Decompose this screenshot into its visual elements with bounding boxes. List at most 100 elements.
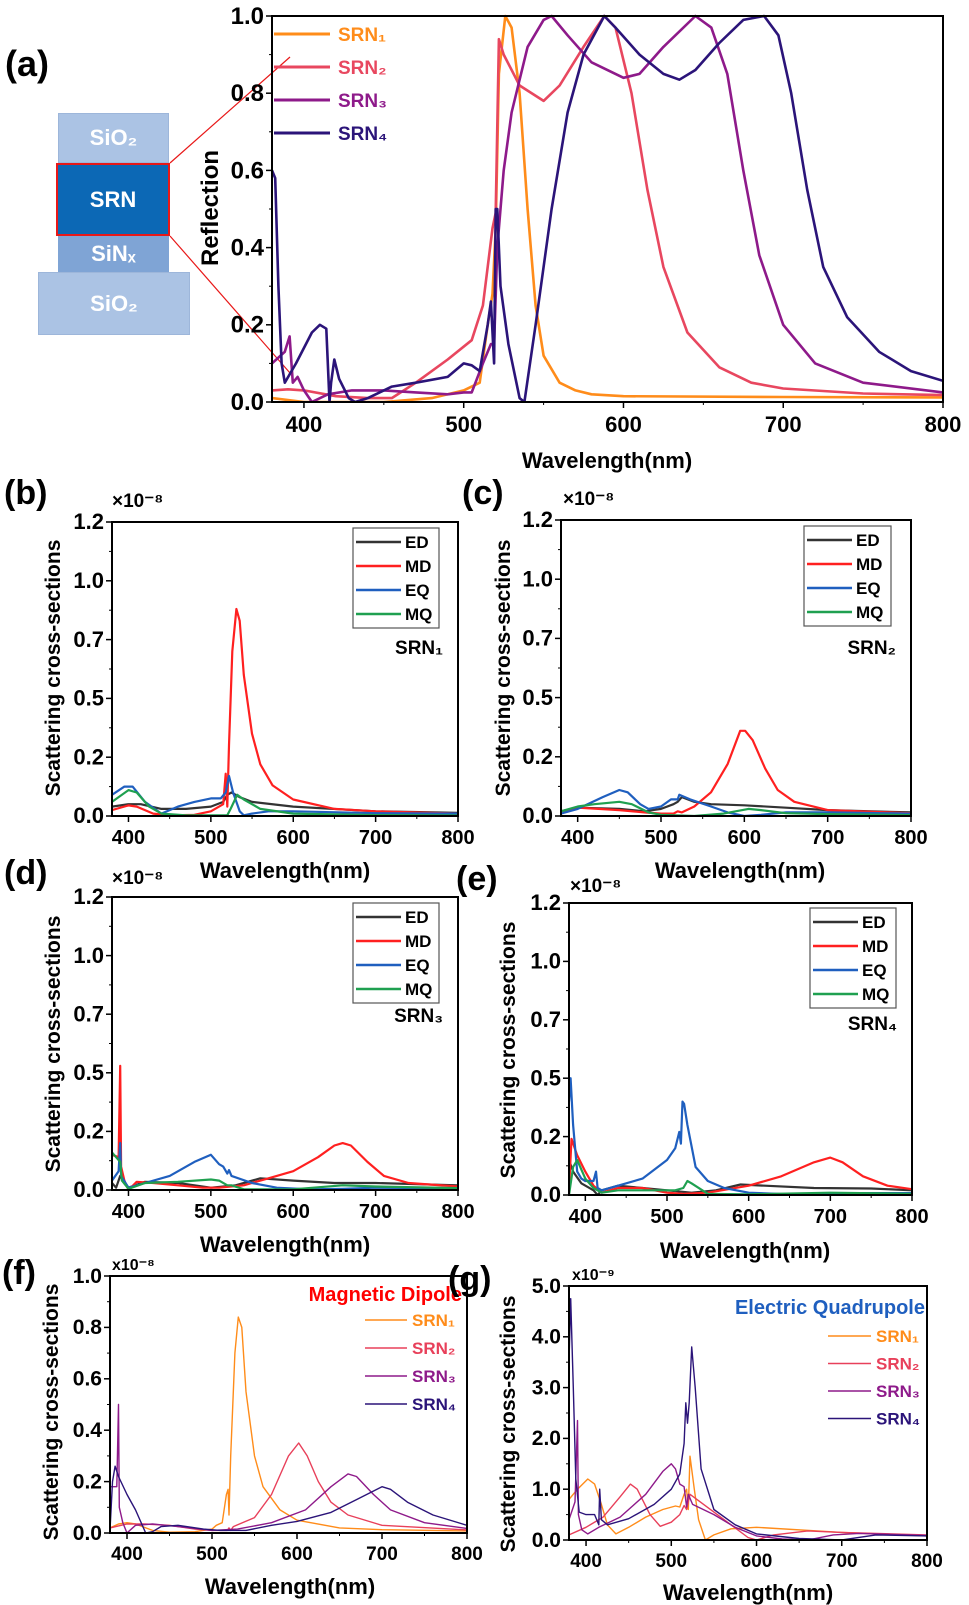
x-tick-label: 800 [441,827,474,849]
legend-label: MQ [405,605,432,624]
chart-title: Electric Quadrupole [735,1297,925,1319]
x-tick-label: 700 [359,827,392,849]
legend-label: SRN₁ [412,1311,455,1330]
y-tick-label: 1.0 [231,3,264,30]
panel-label: (b) [4,474,47,512]
x-axis-title: Wavelength(nm) [200,858,370,883]
y-axis-title: Reflection [197,150,224,266]
y-axis-title: Scattering cross-sections [492,540,515,797]
legend-label: ED [862,913,886,932]
y-tick-label: 0.7 [73,627,104,652]
y-tick-label: 1.0 [73,943,104,968]
y-tick-label: 1.2 [73,884,104,909]
y-tick-label: 0.7 [530,1007,561,1032]
y-tick-label: 0.8 [73,1316,103,1339]
y-tick-label: 0.2 [530,1124,561,1149]
series-line-2 [569,1483,927,1540]
legend-label: SRN₂ [338,58,387,79]
y-tick-label: 0.7 [522,626,553,651]
legend-label: EQ [405,581,430,600]
y-tick-label: 0.6 [73,1368,102,1391]
y-tick-label: 0.4 [73,1419,103,1442]
series-group [561,729,911,816]
y-tick-label: 0.0 [532,1529,561,1552]
x-tick-label: 500 [650,1206,683,1228]
series-line-2 [561,729,911,815]
sample-annotation: SRN₂ [847,638,896,659]
series-line-3 [561,788,911,816]
legend: ED MD EQ MQ [803,525,892,627]
legend-box [352,902,440,1004]
axis-multiplier: ×10⁻⁸ [570,876,621,897]
legend-label: EQ [862,961,887,980]
x-tick-label: 400 [569,1206,602,1228]
sample-annotation: SRN₄ [848,1014,897,1035]
series-line-1 [112,791,458,814]
legend-label: ED [856,531,880,550]
axis-multiplier: ×10⁻⁸ [112,491,163,512]
legend-label: SRN₄ [338,124,387,145]
y-tick-label: 0.0 [73,1522,102,1545]
sample-annotation: SRN₁ [395,638,443,659]
chart-panel-d: 400 500 600 700 800 0.0 0.2 0.5 0.7 1.0 1.2 Wavelen… [4,854,475,1257]
y-tick-label: 0.5 [73,686,104,711]
series-line-4 [569,1297,927,1540]
x-axis-title: Wavelength(nm) [660,1238,830,1263]
y-axis-title: Scattering cross-sections [497,922,520,1179]
y-tick-label: 1.0 [73,568,104,593]
series-line-4 [110,1465,467,1533]
x-tick-label: 800 [894,827,927,849]
legend-label: MD [856,555,882,574]
x-tick-label: 600 [281,1544,313,1565]
y-tick-label: 0.4 [231,235,265,262]
x-axis-title: Wavelength(nm) [663,1580,833,1605]
axis-multiplier: ×10⁻⁸ [112,868,163,889]
legend-label: SRN₄ [412,1395,456,1414]
zoom-line-top [169,56,291,164]
x-tick-label: 800 [441,1201,474,1223]
y-tick-label: 1.0 [530,949,561,974]
y-tick-label: 1.2 [530,890,561,915]
series-line-2 [272,14,943,400]
layer-sio2-bottom: SiO₂ [38,272,190,335]
panel-label: (a) [5,43,49,84]
x-axis-title: Wavelength(nm) [522,448,692,473]
x-tick-label: 700 [366,1544,398,1565]
series-line-2 [110,1442,467,1532]
x-tick-label: 400 [570,1551,602,1572]
series-line-4 [569,1158,912,1195]
x-axis-title: Wavelength(nm) [655,858,825,883]
legend-label: SRN₂ [876,1355,919,1374]
panel-label: (c) [462,474,504,512]
panel-label: (e) [456,860,498,898]
plot-frame [568,1285,928,1541]
x-tick-label: 400 [112,827,145,849]
y-tick-label: 0.5 [522,685,553,710]
chart-panel-a: 400 500 600 700 800 0.0 0.2 0.4 0.6 0.8 1.0 Wavelen… [5,3,961,473]
y-tick-label: 0.0 [522,803,553,828]
y-tick-label: 0.2 [231,312,264,339]
chart-panel-c: 400 500 600 700 800 0.0 0.2 0.5 0.7 1.0 1.2 Wavelen… [462,474,928,883]
y-tick-label: 4.0 [532,1326,561,1349]
y-tick-label: 0.5 [530,1065,561,1090]
y-tick-label: 0.2 [73,744,104,769]
legend-label: SRN₃ [412,1367,456,1386]
series-line-4 [112,1151,458,1190]
axis-multiplier: ×10⁻⁸ [563,489,614,510]
y-tick-label: 1.0 [522,566,553,591]
y-tick-label: 0.7 [73,1001,104,1026]
legend-box [352,527,440,629]
series-line-3 [110,1403,467,1533]
legend: SRN₁ SRN₂ SRN₃ SRN₄ [365,1311,456,1414]
x-tick-label: 700 [814,1206,847,1228]
legend-label: ED [405,533,429,552]
series-line-1 [569,1455,927,1540]
legend: ED MD EQ MQ [352,902,440,1004]
legend-label: SRN₃ [876,1382,920,1401]
x-tick-label: 700 [765,412,802,437]
y-axis-title: Scattering cross-sections [497,1296,520,1553]
x-tick-label: 600 [277,1201,310,1223]
legend-label: MQ [856,603,883,622]
x-tick-label: 400 [286,412,323,437]
